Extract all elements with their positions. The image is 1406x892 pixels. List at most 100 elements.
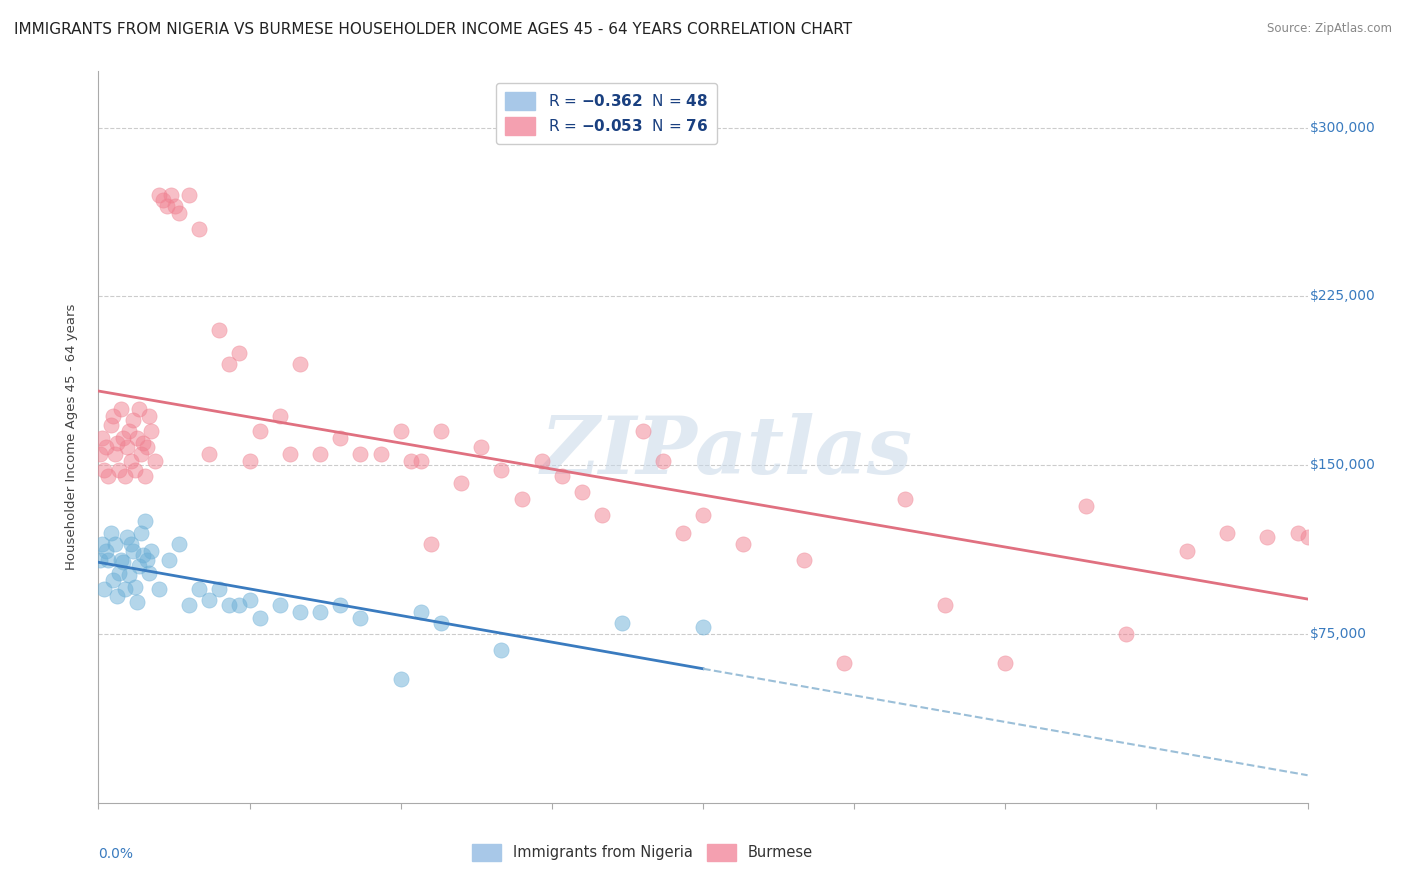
Text: IMMIGRANTS FROM NIGERIA VS BURMESE HOUSEHOLDER INCOME AGES 45 - 64 YEARS CORRELA: IMMIGRANTS FROM NIGERIA VS BURMESE HOUSE… [14, 22, 852, 37]
Point [101, 409, 124, 423]
Point [420, 537, 443, 551]
Point [530, 453, 553, 467]
Point [91, 431, 114, 445]
Point [188, 582, 211, 596]
Text: Source: ZipAtlas.com: Source: ZipAtlas.com [1267, 22, 1392, 36]
Point [329, 598, 352, 612]
Point [399, 453, 422, 467]
Point [134, 469, 156, 483]
Point [114, 469, 136, 483]
Point [934, 598, 956, 612]
Point [135, 553, 157, 567]
Point [631, 425, 654, 439]
Point [138, 566, 160, 581]
Point [124, 580, 146, 594]
Point [249, 425, 271, 439]
Point [329, 431, 352, 445]
Point [491, 463, 513, 477]
Point [111, 431, 134, 445]
Point [218, 598, 240, 612]
Point [152, 193, 174, 207]
Point [143, 453, 166, 467]
Point [832, 657, 855, 671]
Point [409, 453, 432, 467]
Point [179, 188, 201, 202]
Point [672, 525, 695, 540]
Point [148, 188, 170, 202]
Point [124, 463, 146, 477]
Point [309, 447, 332, 461]
Point [612, 615, 634, 630]
Point [228, 345, 250, 359]
Point [115, 530, 138, 544]
Point [103, 447, 125, 461]
Point [349, 611, 371, 625]
Point [389, 672, 412, 686]
Point [1115, 627, 1137, 641]
Point [510, 491, 533, 506]
Point [278, 447, 301, 461]
Point [269, 409, 291, 423]
Point [93, 582, 115, 596]
Text: $75,000: $75,000 [1310, 627, 1367, 641]
Point [179, 598, 201, 612]
Point [1256, 530, 1278, 544]
Point [120, 537, 142, 551]
Point [129, 525, 152, 540]
Text: 0.0%: 0.0% [98, 847, 134, 861]
Point [470, 440, 492, 454]
Point [91, 537, 114, 551]
Point [139, 543, 162, 558]
Point [138, 409, 160, 423]
Point [148, 582, 170, 596]
Point [114, 582, 136, 596]
Point [218, 357, 240, 371]
Point [89, 553, 111, 567]
Point [370, 447, 392, 461]
Point [132, 548, 155, 562]
Point [115, 440, 138, 454]
Point [156, 199, 179, 213]
Point [692, 620, 714, 634]
Point [409, 605, 432, 619]
Text: $150,000: $150,000 [1310, 458, 1376, 472]
Point [208, 323, 231, 337]
Point [163, 199, 186, 213]
Point [125, 595, 148, 609]
Point [93, 463, 115, 477]
Point [1074, 499, 1097, 513]
Point [167, 537, 190, 551]
Point [121, 413, 143, 427]
Point [430, 615, 453, 630]
Point [121, 543, 143, 558]
Point [105, 435, 128, 450]
Point [269, 598, 291, 612]
Y-axis label: Householder Income Ages 45 - 64 years: Householder Income Ages 45 - 64 years [65, 304, 77, 570]
Point [389, 425, 412, 439]
Point [125, 431, 148, 445]
Text: $225,000: $225,000 [1310, 289, 1375, 303]
Point [105, 589, 128, 603]
Point [1296, 530, 1319, 544]
Point [134, 515, 156, 529]
Point [551, 469, 574, 483]
Text: ZIPatlas: ZIPatlas [541, 413, 914, 491]
Point [198, 593, 221, 607]
Point [288, 605, 311, 619]
Point [591, 508, 613, 522]
Legend: Immigrants from Nigeria, Burmese: Immigrants from Nigeria, Burmese [464, 837, 821, 869]
Point [120, 453, 142, 467]
Point [107, 463, 129, 477]
Point [188, 222, 211, 236]
Point [97, 469, 120, 483]
Point [1286, 525, 1309, 540]
Point [309, 605, 332, 619]
Point [1216, 525, 1239, 540]
Point [994, 657, 1017, 671]
Point [733, 537, 755, 551]
Point [111, 555, 134, 569]
Point [110, 401, 132, 416]
Point [100, 417, 122, 432]
Point [198, 447, 221, 461]
Point [167, 206, 190, 220]
